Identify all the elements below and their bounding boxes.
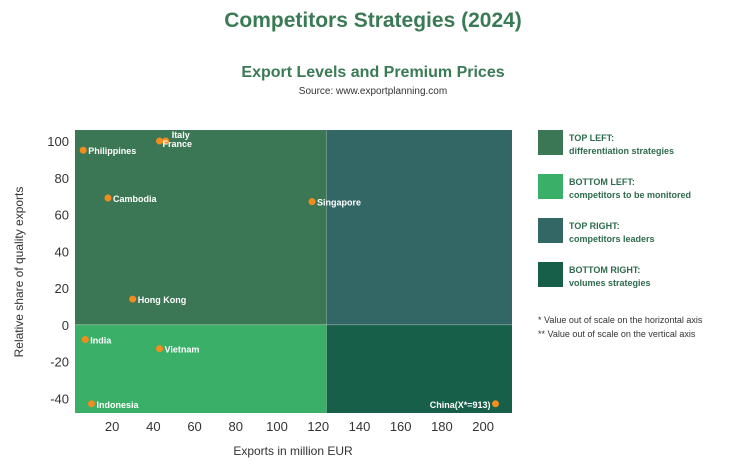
legend-desc: differentiation strategies xyxy=(569,146,675,156)
data-point-label: Philippines xyxy=(88,146,136,156)
footnotes: * Value out of scale on the horizontal a… xyxy=(538,313,702,341)
x-tick-label: 200 xyxy=(472,419,494,434)
legend-item-bottom-right: BOTTOM RIGHT: volumes strategies xyxy=(538,262,733,289)
y-tick-label: 80 xyxy=(55,171,69,186)
data-point xyxy=(156,345,164,353)
y-tick-label: -40 xyxy=(50,391,69,406)
data-point-label: France xyxy=(163,139,193,149)
legend-swatch xyxy=(538,262,563,287)
data-point-label: India xyxy=(90,335,112,345)
legend-title: BOTTOM RIGHT: xyxy=(569,265,641,275)
y-tick-label: 40 xyxy=(55,244,69,259)
chart-subtitle: Export Levels and Premium Prices xyxy=(241,64,505,81)
data-point xyxy=(104,194,112,202)
legend-swatch xyxy=(538,130,563,155)
y-tick-label: 20 xyxy=(55,281,69,296)
legend-desc: competitors leaders xyxy=(569,234,655,244)
x-tick-label: 160 xyxy=(390,419,412,434)
quadrant-bottom-left xyxy=(75,324,327,413)
footnote-horizontal: * Value out of scale on the horizontal a… xyxy=(538,315,703,325)
legend-swatch xyxy=(538,174,563,199)
x-tick-label: 40 xyxy=(146,419,160,434)
y-axis-ticks: -40 -20 0 20 40 60 80 100 xyxy=(47,134,69,406)
legend-desc: volumes strategies xyxy=(569,278,651,288)
data-point xyxy=(81,335,89,343)
legend-desc: competitors to be monitored xyxy=(569,190,692,200)
quadrant-top-left xyxy=(75,130,327,325)
footnote-vertical: ** Value out of scale on the vertical ax… xyxy=(538,329,696,339)
chart-source: Source: www.exportplanning.com xyxy=(298,86,448,97)
legend-item-top-right: TOP RIGHT: competitors leaders xyxy=(538,218,733,245)
x-tick-label: 180 xyxy=(431,419,453,434)
data-point-label: Italy xyxy=(172,130,190,140)
data-point xyxy=(87,400,95,408)
data-point-label: Singapore xyxy=(317,198,361,208)
page-title: Competitors Strategies (2024) xyxy=(224,9,522,32)
quadrant-top-right xyxy=(326,130,512,325)
legend-item-bottom-left: BOTTOM LEFT: competitors to be monitored xyxy=(538,174,733,201)
quadrant-bottom-right xyxy=(326,324,512,413)
data-point-label: China(X*=913) xyxy=(430,400,491,410)
data-point xyxy=(492,400,500,408)
x-tick-label: 80 xyxy=(229,419,243,434)
data-point-label: Hong Kong xyxy=(138,295,187,305)
data-point-label: Indonesia xyxy=(96,400,139,410)
data-point xyxy=(308,198,316,206)
data-point xyxy=(79,146,87,154)
legend-title: TOP RIGHT: xyxy=(569,221,620,231)
x-tick-label: 20 xyxy=(105,419,119,434)
data-point xyxy=(156,137,164,145)
y-tick-label: 100 xyxy=(47,134,69,149)
data-point xyxy=(162,137,170,145)
legend-swatch xyxy=(538,218,563,243)
quadrants xyxy=(75,130,512,413)
x-axis-label: Exports in million EUR xyxy=(233,444,353,458)
x-tick-label: 140 xyxy=(349,419,371,434)
legend-title: TOP LEFT: xyxy=(569,133,615,143)
data-point-label: Vietnam xyxy=(165,345,200,355)
y-tick-label: -20 xyxy=(50,355,69,370)
data-point xyxy=(129,295,137,303)
x-tick-label: 100 xyxy=(266,419,288,434)
legend-title: BOTTOM LEFT: xyxy=(569,177,635,187)
y-axis-label: Relative share of quality exports xyxy=(12,187,26,358)
legend-item-top-left: TOP LEFT: differentiation strategies xyxy=(538,130,733,157)
y-tick-label: 0 xyxy=(62,318,69,333)
x-tick-label: 120 xyxy=(307,419,329,434)
x-tick-label: 60 xyxy=(187,419,201,434)
y-tick-label: 60 xyxy=(55,208,69,223)
data-point-label: Cambodia xyxy=(113,194,158,204)
x-axis-ticks: 20 40 60 80 100 120 140 160 180 200 xyxy=(105,419,494,434)
